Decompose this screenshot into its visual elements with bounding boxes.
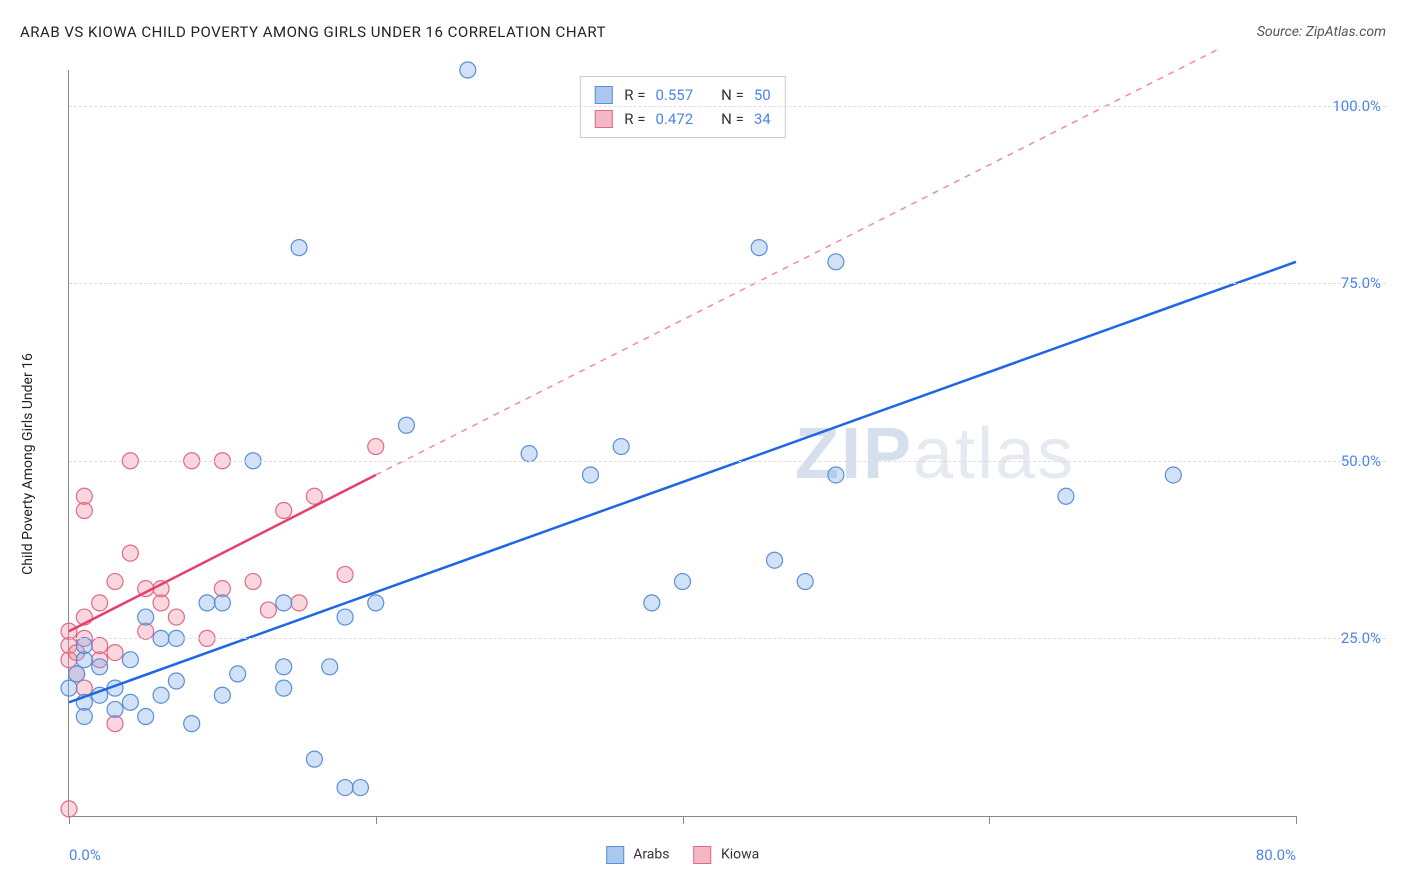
r-value-kiowa: 0.472 (655, 107, 693, 131)
legend-item-kiowa: Kiowa (694, 846, 760, 864)
gridline (69, 106, 1386, 107)
x-tick-label: 80.0% (1256, 846, 1296, 864)
y-axis-label: Child Poverty Among Girls Under 16 (20, 353, 36, 575)
x-tick-label: 0.0% (69, 846, 101, 864)
y-tick-label: 25.0% (1341, 629, 1381, 647)
x-tick (1296, 816, 1297, 824)
y-tick-label: 75.0% (1341, 274, 1381, 292)
swatch-arabs-icon (606, 846, 624, 864)
swatch-kiowa-icon (694, 846, 712, 864)
plot-area: ZIPatlas R = 0.557 N = 50 R = 0.472 N = … (68, 70, 1296, 817)
chart-container: Child Poverty Among Girls Under 16 ZIPat… (20, 55, 1386, 872)
n-value-kiowa: 34 (754, 107, 771, 131)
n-value-arabs: 50 (754, 83, 771, 107)
x-tick (683, 816, 684, 824)
swatch-kiowa-icon (594, 110, 612, 128)
x-tick (376, 816, 377, 824)
title-bar: ARAB VS KIOWA CHILD POVERTY AMONG GIRLS … (20, 20, 1386, 44)
x-tick (989, 816, 990, 824)
correlation-stat-box: R = 0.557 N = 50 R = 0.472 N = 34 (579, 76, 785, 138)
bottom-legend: Arabs Kiowa (606, 846, 760, 864)
gridline (69, 283, 1386, 284)
y-tick-label: 100.0% (1332, 97, 1381, 115)
source-label: Source: ZipAtlas.com (1257, 24, 1386, 40)
scatter-plot-svg (69, 70, 1296, 816)
stat-row-arabs: R = 0.557 N = 50 (594, 83, 770, 107)
y-tick-label: 50.0% (1341, 452, 1381, 470)
x-tick (69, 816, 70, 824)
gridline (69, 461, 1386, 462)
legend-item-arabs: Arabs (606, 846, 670, 864)
swatch-arabs-icon (594, 86, 612, 104)
chart-title: ARAB VS KIOWA CHILD POVERTY AMONG GIRLS … (20, 23, 606, 41)
stat-row-kiowa: R = 0.472 N = 34 (594, 107, 770, 131)
r-value-arabs: 0.557 (655, 83, 693, 107)
gridline (69, 638, 1386, 639)
